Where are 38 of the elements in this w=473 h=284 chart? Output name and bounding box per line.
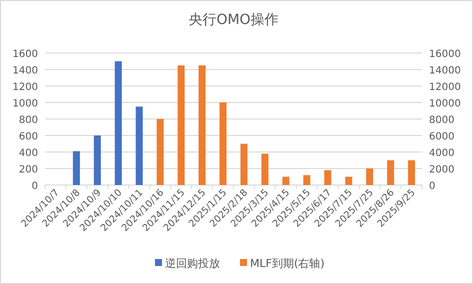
bar	[387, 160, 394, 185]
y-tick-label: 800	[18, 115, 38, 126]
bar	[156, 119, 164, 185]
bar	[345, 176, 352, 185]
y2-tick-label: 2000	[429, 164, 454, 176]
bar	[114, 61, 122, 185]
y2-tick-label: 4000	[429, 148, 454, 159]
y2-tick-label: 10000	[429, 98, 461, 110]
bar	[220, 102, 227, 185]
y-tick-label: 200	[18, 164, 38, 176]
bar	[324, 170, 332, 185]
y-tick-label: 1600	[12, 49, 38, 60]
bar	[303, 175, 310, 185]
y-tick-label: 0	[32, 181, 38, 192]
bar	[261, 154, 268, 185]
bar	[94, 136, 101, 185]
y2-tick-label: 8000	[429, 115, 454, 126]
chart-title: 央行OMO操作	[188, 12, 279, 28]
bar	[366, 168, 374, 185]
y-tick-label: 1400	[12, 66, 38, 76]
bar	[178, 65, 185, 185]
y2-tick-label: 12000	[429, 82, 461, 93]
y-tick-label: 400	[18, 148, 38, 159]
y2-tick-label: 14000	[429, 66, 461, 76]
bar	[136, 106, 143, 185]
legend-label: 逆回购投放	[165, 257, 220, 270]
bar	[282, 176, 290, 185]
y2-tick-label: 0	[429, 181, 436, 192]
bar	[408, 160, 416, 185]
bar	[240, 144, 248, 185]
legend-label: MLF到期(右轴)	[250, 257, 325, 270]
y-tick-label: 1000	[12, 98, 38, 110]
bar	[198, 65, 206, 185]
y-tick-label: 600	[18, 132, 38, 142]
y-tick-label: 1200	[12, 82, 38, 93]
y2-tick-label: 16000	[429, 49, 461, 60]
bar	[72, 151, 80, 185]
y2-tick-label: 6000	[429, 132, 454, 142]
